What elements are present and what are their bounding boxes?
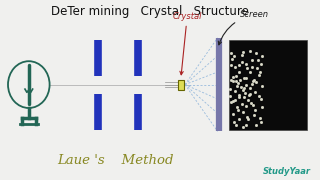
Text: StudyYaar: StudyYaar xyxy=(262,167,310,176)
Bar xyxy=(229,40,307,130)
Text: Screen: Screen xyxy=(218,10,269,45)
Text: Laue 's    Method: Laue 's Method xyxy=(57,154,173,167)
Text: Crystal: Crystal xyxy=(172,12,202,75)
Bar xyxy=(178,80,184,89)
Text: DeTer mining   Crystal   Structure: DeTer mining Crystal Structure xyxy=(52,5,249,18)
